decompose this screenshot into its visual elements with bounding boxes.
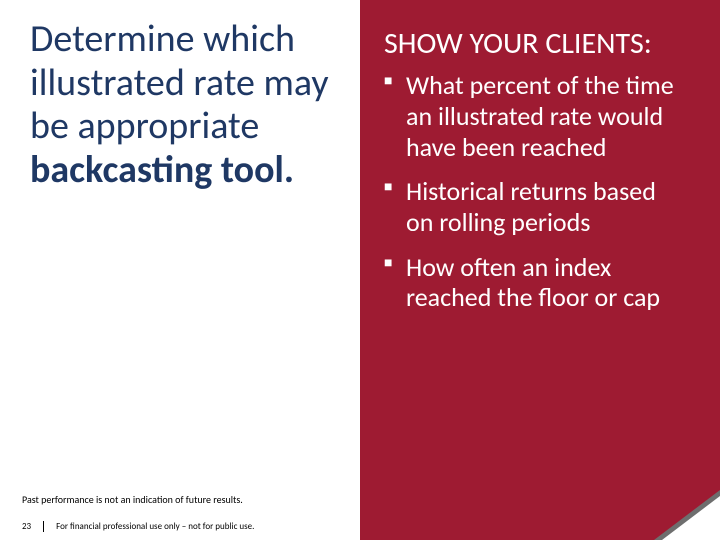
list-item: What percent of the time an illustrated … <box>384 70 686 162</box>
disclaimer-text: Past performance is not an indication of… <box>22 493 243 506</box>
headline-bold: backcasting tool. <box>30 147 294 193</box>
panel-title: SHOW YOUR CLIENTS: <box>384 28 686 60</box>
list-item: How often an index reached the floor or … <box>384 252 686 313</box>
footer: 23 For financial professional use only –… <box>22 521 254 532</box>
bullet-list: What percent of the time an illustrated … <box>384 70 686 313</box>
headline: Determine which illustrated rate may be … <box>30 18 330 193</box>
page-curl-icon <box>662 496 720 540</box>
headline-plain: Determine which illustrated rate may be … <box>30 16 329 149</box>
footer-text: For financial professional use only – no… <box>44 521 254 532</box>
right-panel: SHOW YOUR CLIENTS: What percent of the t… <box>360 0 720 540</box>
page-number: 23 <box>22 521 44 532</box>
list-item: Historical returns based on rolling peri… <box>384 176 686 237</box>
slide: Determine which illustrated rate may be … <box>0 0 720 540</box>
left-column: Determine which illustrated rate may be … <box>30 18 330 193</box>
